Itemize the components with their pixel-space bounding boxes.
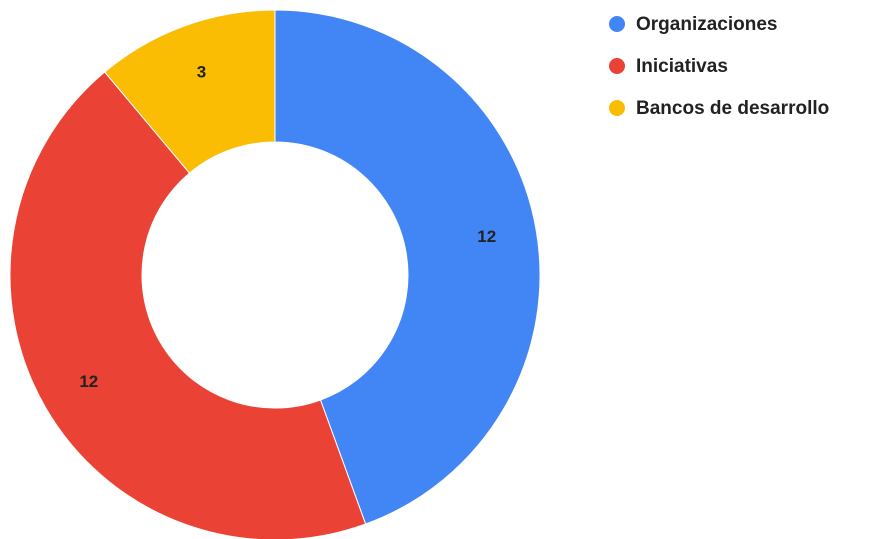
legend-marker — [609, 16, 625, 32]
slice — [9, 71, 367, 539]
data-label: 12 — [79, 372, 98, 391]
data-label: 3 — [197, 62, 206, 81]
data-label: 12 — [477, 227, 496, 246]
slice — [274, 9, 541, 525]
legend-marker — [609, 58, 625, 74]
legend-marker — [609, 100, 625, 116]
legend-label: Organizaciones — [636, 14, 778, 35]
slice — [103, 9, 276, 174]
legend-label: Iniciativas — [636, 56, 728, 77]
legend-label: Bancos de desarrollo — [636, 98, 829, 119]
